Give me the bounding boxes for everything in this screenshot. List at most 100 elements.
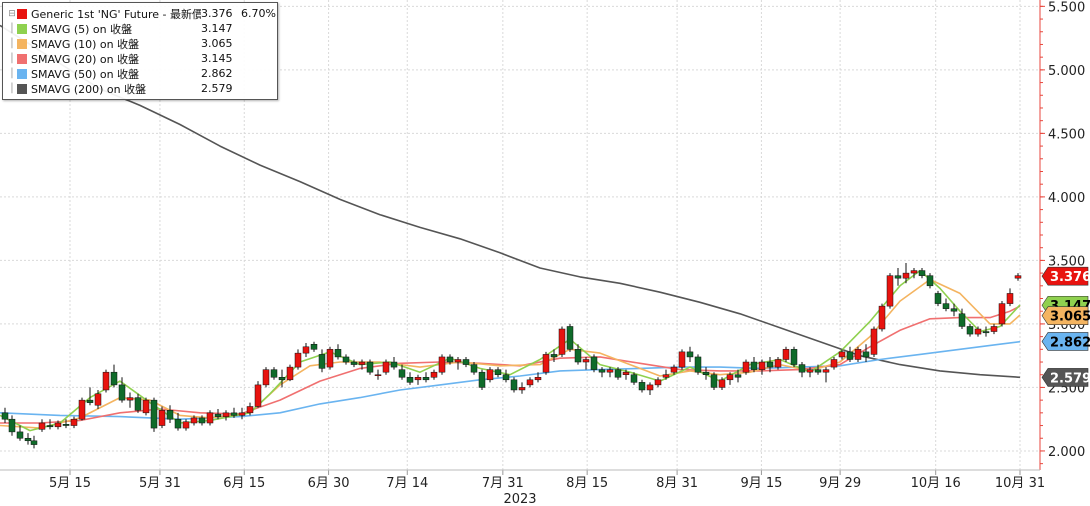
candle	[638, 379, 646, 393]
candle-body	[878, 305, 886, 330]
legend-label: SMAVG (5) on 收盤	[31, 22, 133, 36]
candle	[918, 268, 926, 279]
candle	[8, 415, 16, 436]
candle-body	[966, 326, 974, 335]
candle	[998, 301, 1006, 327]
candle-body	[390, 361, 398, 368]
candle-body	[950, 308, 958, 312]
candle-body	[86, 399, 94, 403]
tree-icon[interactable]: │	[9, 83, 15, 94]
candle	[766, 356, 774, 373]
xtick-label: 7月 14	[386, 476, 428, 491]
value-tag-label: 3.065	[1050, 310, 1090, 325]
legend-entry[interactable]: │ SMAVG (20) on 收盤 3.145	[7, 51, 273, 66]
candle-body	[166, 410, 174, 420]
candle	[550, 349, 558, 363]
candle-body	[742, 361, 750, 373]
candle	[78, 397, 86, 421]
candle	[414, 374, 422, 385]
ytick-label: 5.000	[1048, 64, 1085, 79]
candle	[166, 405, 174, 423]
candle	[606, 367, 614, 378]
candle	[182, 419, 190, 431]
candle	[398, 364, 406, 380]
legend-entry[interactable]: │ SMAVG (10) on 收盤 3.065	[7, 36, 273, 51]
candle-body	[326, 349, 334, 368]
candle	[590, 354, 598, 373]
candle	[206, 410, 214, 426]
value-tag-bg	[1041, 368, 1089, 387]
legend-entry[interactable]: │ SMAVG (200) on 收盤 2.579	[7, 81, 273, 96]
candles	[1, 262, 1022, 449]
candle	[822, 367, 830, 383]
candle	[966, 323, 974, 337]
candle-body	[254, 384, 262, 407]
candle-body	[758, 361, 766, 370]
candle-body	[102, 371, 110, 391]
legend-label: SMAVG (10) on 收盤	[31, 37, 140, 51]
candle-body	[150, 399, 158, 429]
candle	[654, 377, 662, 388]
candle-body	[222, 412, 230, 417]
candle	[238, 407, 246, 420]
tree-icon[interactable]: │	[9, 53, 15, 64]
tree-icon[interactable]: │	[9, 23, 15, 34]
candle-body	[414, 377, 422, 381]
candle-body	[990, 326, 998, 332]
candle-body	[502, 374, 510, 381]
candle-body	[430, 371, 438, 378]
value-tag: 3.065	[1041, 306, 1090, 325]
candle	[742, 359, 750, 375]
legend-entry[interactable]: │ SMAVG (5) on 收盤 3.147	[7, 21, 273, 36]
candle	[958, 308, 966, 329]
candle-body	[670, 366, 678, 373]
legend-swatch	[17, 68, 27, 79]
xtick-label: 8月 15	[566, 476, 608, 491]
candle-body	[206, 412, 214, 424]
candle-body	[278, 377, 286, 381]
legend-label: Generic 1st 'NG' Future - 最新價	[31, 7, 201, 21]
candle-body	[910, 270, 918, 274]
candle-body	[622, 371, 630, 375]
candle-body	[558, 328, 566, 355]
candle	[662, 369, 670, 380]
legend-entry[interactable]: ⊟ Generic 1st 'NG' Future - 最新價 3.376 6.70%	[7, 6, 276, 21]
candle	[694, 354, 702, 375]
legend-value: 3.145	[201, 52, 233, 65]
value-tag-label: 2.862	[1050, 335, 1090, 350]
candle-body	[654, 379, 662, 386]
candle-body	[54, 422, 62, 428]
candle	[622, 369, 630, 380]
candle-body	[454, 359, 462, 363]
candle-body	[16, 431, 24, 439]
xtick-label: 6月 30	[308, 476, 350, 491]
candle	[670, 364, 678, 375]
candle	[878, 303, 886, 332]
tree-icon[interactable]: ⊟	[8, 8, 16, 19]
candle-body	[182, 421, 190, 429]
candle-body	[606, 369, 614, 373]
tree-icon[interactable]: │	[9, 38, 15, 49]
candle-body	[918, 270, 926, 276]
candle	[478, 369, 486, 390]
value-tag: 2.862	[1041, 332, 1090, 351]
candle-body	[24, 437, 32, 442]
candle-body	[110, 371, 118, 386]
candle	[126, 392, 134, 408]
candle-body	[798, 364, 806, 373]
candle	[710, 372, 718, 390]
candle	[598, 367, 606, 378]
tree-icon[interactable]: │	[9, 68, 15, 79]
candle	[94, 389, 102, 410]
line-sma200	[0, 24, 1021, 379]
candle-body	[822, 369, 830, 373]
candle	[750, 356, 758, 373]
legend-value: 2.579	[201, 82, 233, 95]
candle	[646, 382, 654, 396]
candle	[846, 346, 854, 363]
legend[interactable]: ⊟ Generic 1st 'NG' Future - 最新價 3.376 6.70%…	[2, 2, 278, 100]
legend-entry[interactable]: │ SMAVG (50) on 收盤 2.862	[7, 66, 273, 81]
candle	[558, 326, 566, 357]
candle	[798, 362, 806, 378]
